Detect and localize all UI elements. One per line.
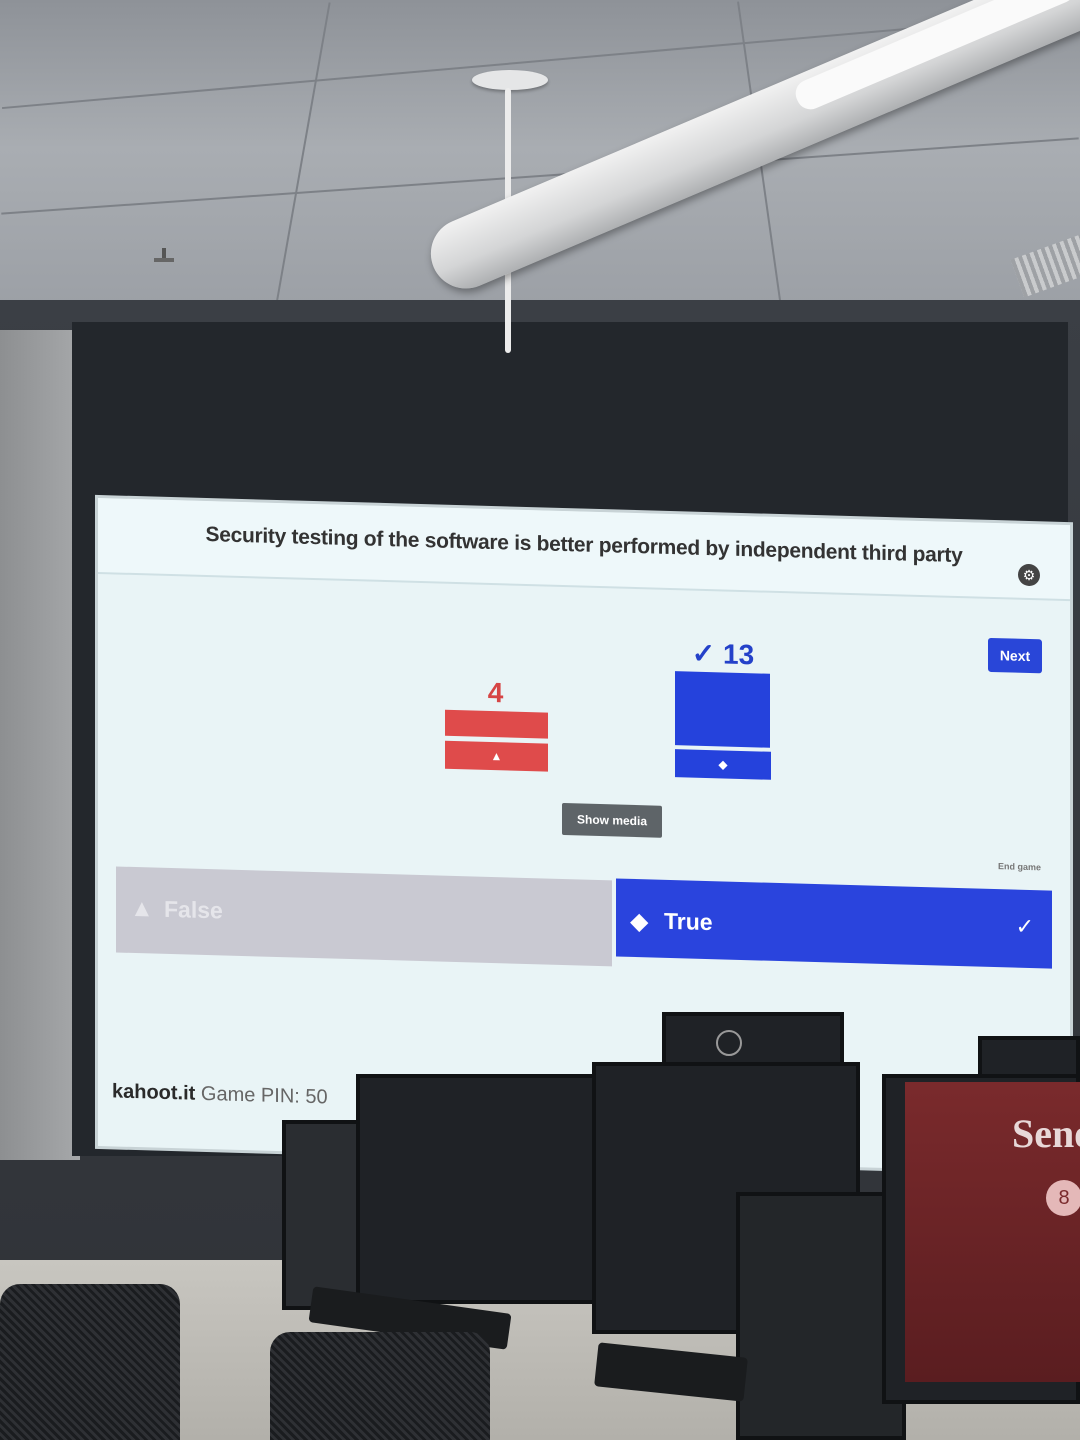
monitor-logo-text: Sene — [1012, 1110, 1080, 1157]
ceiling-grid-line — [271, 2, 330, 327]
sprinkler-icon — [150, 248, 178, 268]
answer-false: ▲ False — [116, 867, 612, 967]
settings-icon[interactable]: ⚙ — [1018, 564, 1040, 587]
monitor — [356, 1074, 618, 1304]
user-avatar-icon: 8 — [1046, 1180, 1080, 1216]
game-footer: kahoot.it Game PIN: 50 — [112, 1080, 328, 1109]
question-text: Security testing of the software is bett… — [98, 520, 1070, 571]
chair — [270, 1332, 490, 1440]
true-result-base: ◆ — [675, 749, 771, 780]
answer-false-label: False — [164, 896, 223, 925]
false-result-bar — [445, 710, 548, 739]
pc-tower — [736, 1192, 906, 1440]
false-result-base: ▲ — [445, 741, 548, 772]
game-pin: Game PIN: 50 — [201, 1083, 328, 1109]
projection-screen: Security testing of the software is bett… — [98, 498, 1070, 1173]
true-result-bar — [675, 671, 770, 748]
kahoot-brand: kahoot.it — [112, 1080, 195, 1104]
end-game-link[interactable]: End game — [998, 861, 1041, 872]
show-media-button[interactable]: Show media — [562, 803, 662, 838]
diamond-icon: ◆ — [718, 757, 727, 771]
diamond-icon: ◆ — [630, 907, 648, 937]
checkmark-icon: ✓ — [1016, 914, 1034, 941]
chair — [0, 1284, 180, 1440]
true-answer-count: ✓ 13 — [675, 636, 771, 672]
answer-true-label: True — [664, 908, 713, 936]
side-wall — [0, 330, 80, 1160]
dell-logo-icon — [716, 1030, 742, 1056]
next-button[interactable]: Next — [988, 638, 1042, 674]
triangle-icon: ▲ — [130, 895, 154, 924]
false-answer-count: 4 — [443, 676, 548, 711]
ceiling-mount — [472, 70, 548, 90]
answer-true: ◆ True ✓ — [616, 878, 1052, 968]
triangle-icon: ▲ — [491, 749, 503, 763]
